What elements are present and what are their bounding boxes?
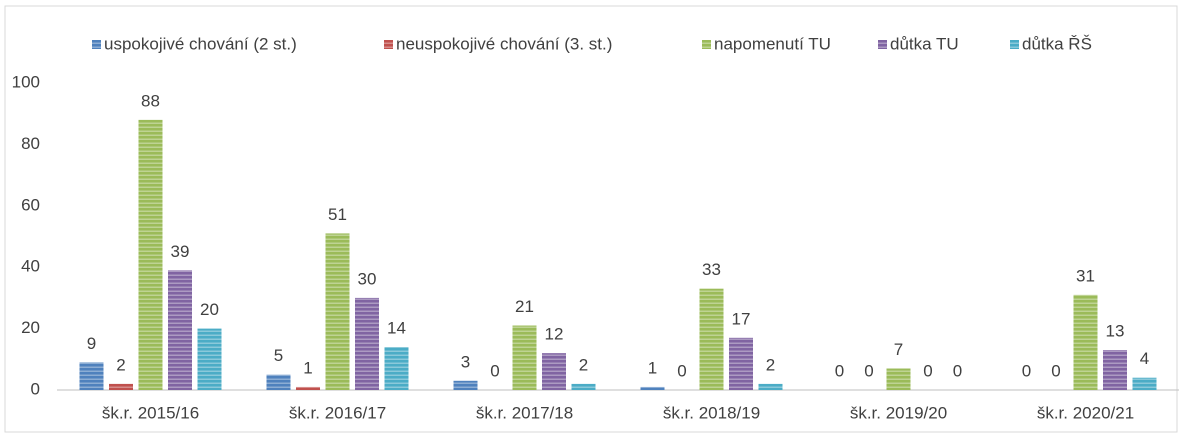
y-tick-label: 40 <box>21 257 40 276</box>
bar <box>296 386 320 390</box>
bar <box>355 297 379 390</box>
bar <box>758 383 783 390</box>
y-tick-label: 20 <box>21 318 40 337</box>
legend-label: důtka ŘŠ <box>1022 34 1092 53</box>
legend-swatch <box>1010 40 1019 49</box>
bar <box>384 347 409 390</box>
value-label: 13 <box>1106 322 1125 341</box>
x-tick-label: šk.r. 2018/19 <box>663 403 760 422</box>
y-tick-label: 100 <box>12 72 40 91</box>
bar <box>571 383 596 390</box>
value-label: 39 <box>171 242 190 261</box>
x-tick-label: šk.r. 2015/16 <box>102 403 199 422</box>
bar <box>79 362 104 390</box>
value-label: 30 <box>358 269 377 288</box>
value-label: 2 <box>579 355 588 374</box>
value-label: 2 <box>766 355 775 374</box>
bar <box>886 368 911 390</box>
legend-swatch <box>702 40 711 49</box>
value-label: 51 <box>328 205 347 224</box>
legend-swatch <box>92 40 101 49</box>
value-label: 7 <box>894 340 903 359</box>
bar <box>325 233 350 390</box>
value-label: 88 <box>141 91 160 110</box>
value-label: 21 <box>515 297 534 316</box>
value-label: 4 <box>1140 349 1149 368</box>
value-label: 0 <box>835 361 844 380</box>
legend-label: neuspokojivé chování (3. st.) <box>396 34 612 53</box>
y-tick-label: 60 <box>21 195 40 214</box>
value-label: 0 <box>490 361 499 380</box>
value-label: 1 <box>648 358 657 377</box>
bar <box>542 353 566 390</box>
bar <box>453 380 478 390</box>
value-label: 0 <box>864 361 873 380</box>
value-label: 1 <box>303 358 312 377</box>
value-label: 9 <box>87 334 96 353</box>
legend-label: napomenutí TU <box>714 34 831 53</box>
bar <box>138 119 163 390</box>
legend-swatch <box>384 40 393 49</box>
value-label: 0 <box>677 361 686 380</box>
bar <box>266 374 291 390</box>
x-tick-label: šk.r. 2020/21 <box>1037 403 1134 422</box>
value-label: 31 <box>1076 266 1095 285</box>
legend-swatch <box>878 40 887 49</box>
bar <box>109 383 133 390</box>
value-label: 3 <box>461 352 470 371</box>
value-label: 0 <box>953 361 962 380</box>
value-label: 20 <box>200 300 219 319</box>
y-tick-label: 0 <box>31 379 40 398</box>
bar <box>512 325 537 390</box>
value-label: 14 <box>387 319 406 338</box>
y-tick-label: 80 <box>21 134 40 153</box>
bar <box>1103 350 1127 390</box>
value-label: 17 <box>732 309 751 328</box>
value-label: 0 <box>1051 361 1060 380</box>
bar <box>1073 294 1098 390</box>
legend-label: uspokojivé chování (2 st.) <box>104 34 297 53</box>
bar <box>197 328 222 390</box>
value-label: 0 <box>1022 361 1031 380</box>
bar <box>699 288 724 390</box>
value-label: 2 <box>116 355 125 374</box>
legend-label: důtka TU <box>890 34 959 53</box>
bar <box>168 270 192 390</box>
value-label: 12 <box>545 325 564 344</box>
value-label: 33 <box>702 260 721 279</box>
value-label: 0 <box>923 361 932 380</box>
x-tick-label: šk.r. 2017/18 <box>476 403 573 422</box>
x-tick-label: šk.r. 2019/20 <box>850 403 947 422</box>
bar <box>729 337 753 390</box>
bar <box>640 386 665 390</box>
bar <box>1132 377 1157 390</box>
value-label: 5 <box>274 346 283 365</box>
x-tick-label: šk.r. 2016/17 <box>289 403 386 422</box>
